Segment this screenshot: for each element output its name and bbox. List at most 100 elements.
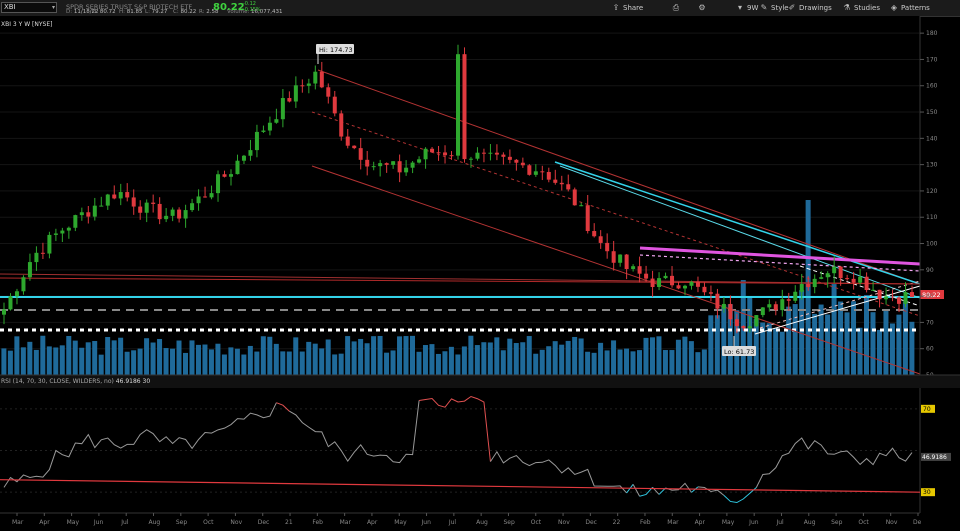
candle-body: [365, 159, 370, 167]
last-price: 80.22: [213, 2, 245, 13]
low-label-bg: [722, 346, 756, 356]
candle-body: [27, 262, 32, 278]
rsi-line: [490, 450, 627, 494]
share-button[interactable]: ⇪ Share: [612, 2, 644, 13]
quote-item: C: 80.22: [173, 9, 196, 15]
volume-bar: [455, 354, 461, 375]
candle-body: [760, 307, 765, 316]
volume-bar: [293, 337, 299, 375]
patterns-icon: ◈: [890, 2, 898, 12]
candle-body: [468, 158, 473, 160]
volume-bar: [306, 341, 312, 375]
patterns-button[interactable]: ◈ Patterns: [890, 2, 930, 13]
9w-button[interactable]: ▾ 9W: [736, 2, 758, 13]
candle-body: [293, 85, 298, 102]
candle-body: [832, 266, 837, 274]
symbol-text: XBI: [4, 3, 16, 11]
volume-bar: [53, 347, 59, 375]
price-tick-label: 100: [926, 241, 938, 248]
time-tick-label: Mar: [667, 519, 679, 526]
candle-body: [637, 266, 642, 274]
settings-gear-button[interactable]: ⚙: [698, 2, 706, 13]
volume-bar: [721, 305, 727, 375]
print-button[interactable]: ⎙: [672, 2, 680, 13]
candle-body: [14, 291, 19, 297]
volume-bar: [384, 352, 390, 375]
studies-button[interactable]: ⚗ Studies: [843, 2, 880, 13]
candle-body: [851, 278, 856, 283]
magenta-resistance-band: [639, 246, 921, 266]
quote-value: 80.22: [178, 9, 197, 15]
volume-bar: [435, 353, 441, 375]
candle-body: [404, 167, 409, 173]
volume-bar: [889, 323, 895, 375]
volume-bar: [20, 347, 26, 375]
time-tick-label: Jul: [448, 519, 457, 526]
chart-canvas[interactable]: 80.22 180 170 160 150 140 130 120 110 100 90 80 70 6…: [0, 16, 960, 531]
candle-body: [313, 71, 318, 84]
panel-separator[interactable]: [0, 375, 960, 388]
style-button[interactable]: ✎ Style: [760, 2, 789, 13]
price-tick-label: 170: [926, 56, 938, 63]
button-label: Style: [771, 3, 789, 12]
candle-body: [819, 277, 824, 279]
time-tick-label: Nov: [230, 519, 242, 526]
candle-body: [812, 278, 817, 288]
rsi-line: [665, 482, 692, 493]
price-annotations: Hi: 174.73 Lo: 61.73: [316, 44, 756, 356]
pink-uptrend-line: [759, 280, 921, 329]
channel-lower-line: [311, 165, 921, 375]
volume-bar: [669, 350, 675, 375]
security-description: SPDR SERIES TRUST S&P BIOTECH ETF: [66, 3, 193, 11]
volume-bar: [870, 312, 876, 375]
candle-body: [520, 162, 525, 166]
last-price-marker-bg: [920, 290, 944, 299]
candle-body: [92, 205, 97, 217]
button-label: 9W: [747, 3, 759, 12]
volume-bar: [1, 348, 7, 375]
candle-body: [248, 150, 253, 156]
candle-body: [456, 54, 460, 156]
candle-body: [47, 234, 52, 254]
candle-body: [391, 161, 396, 165]
quote-item: O: 80.72: [92, 9, 116, 15]
candle-body: [572, 189, 577, 206]
volume-bar: [559, 344, 565, 375]
candle-body: [417, 159, 422, 163]
volume-bar: [92, 341, 98, 375]
candle-body: [715, 293, 720, 309]
volume-bar: [714, 315, 720, 375]
volume-bar: [46, 346, 52, 375]
volume-bar: [727, 304, 733, 375]
time-tick-label: 22: [613, 519, 621, 526]
candle-body: [890, 296, 895, 298]
candle-body: [332, 96, 337, 114]
time-tick-label: Apr: [695, 519, 706, 526]
volume-bar: [40, 335, 46, 375]
volume-bar: [591, 352, 597, 375]
rsi-line: [755, 437, 913, 488]
time-tick-label: Jun: [748, 519, 759, 526]
price-legend: XBI 3 Y W [NYSE]: [1, 21, 53, 28]
time-tick-label: Feb: [640, 519, 651, 526]
quote-item: H: 81.85: [119, 9, 143, 15]
candle-body: [786, 299, 791, 301]
time-tick-label: May: [394, 519, 407, 526]
chevron-down-icon[interactable]: ▾: [51, 4, 55, 11]
drawings-button[interactable]: ✐ Drawings: [788, 2, 832, 13]
volume-bar: [221, 354, 227, 375]
volume-bar: [656, 336, 662, 375]
symbol-input[interactable]: XBI ▾: [1, 2, 57, 13]
high-label: Hi: 174.73: [319, 46, 353, 54]
volume-bar: [351, 341, 357, 375]
volume-bar: [228, 347, 234, 375]
candle-body: [229, 174, 233, 177]
candle-body: [79, 212, 84, 216]
price-tick-label: 180: [926, 30, 938, 37]
volume-bar: [896, 314, 902, 375]
candle-body: [663, 275, 668, 279]
rsi-legend: RSI (14, 70, 30, CLOSE, WILDERS, no) 46.…: [1, 378, 150, 385]
volume-bar: [825, 314, 831, 375]
candle-body: [8, 296, 13, 310]
volume-bar: [630, 351, 636, 375]
